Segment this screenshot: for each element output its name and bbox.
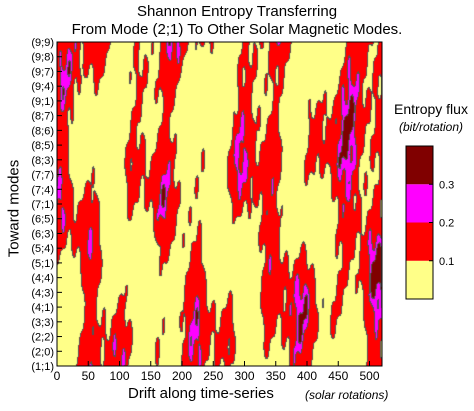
x-tick-label: 300	[234, 369, 254, 383]
legend-swatch	[406, 184, 433, 223]
x-tick-label: 450	[328, 369, 348, 383]
legend-swatch	[406, 260, 433, 299]
legend-title: Entropy flux	[394, 101, 468, 117]
x-axis-unit: (solar rotations)	[305, 388, 389, 402]
y-tick-label: (5;4)	[31, 243, 54, 255]
y-tick-label: (6;3)	[31, 228, 54, 240]
x-tick-label: 200	[172, 369, 192, 383]
y-tick-label: (2;2)	[31, 332, 54, 344]
y-tick-label: (7;4)	[31, 184, 54, 196]
y-tick-label: (5;1)	[31, 258, 54, 270]
y-tick-label: (6;5)	[31, 214, 54, 226]
y-tick-label: (4;1)	[31, 302, 54, 314]
x-tick-label: 400	[297, 369, 317, 383]
legend-tick-label: 0.1	[439, 256, 454, 268]
legend-swatch	[406, 146, 433, 185]
y-tick-label: (8;3)	[31, 155, 54, 167]
y-tick-label: (9;4)	[31, 81, 54, 93]
y-tick-label: (8;6)	[31, 125, 54, 137]
legend-unit: (bit/rotation)	[398, 120, 464, 134]
heatmap-raster	[57, 42, 382, 366]
y-tick-label: (8;5)	[31, 140, 54, 152]
y-tick-label: (9;8)	[31, 52, 54, 64]
y-tick-label: (8;7)	[31, 111, 54, 123]
chart-title-line2: From Mode (2;1) To Other Solar Magnetic …	[71, 21, 403, 38]
x-tick-label: 50	[82, 369, 96, 383]
y-tick-label: (4;4)	[31, 273, 54, 285]
x-tick-label: 500	[359, 369, 379, 383]
y-tick-label: (3;3)	[31, 317, 54, 329]
y-tick-label: (7;1)	[31, 199, 54, 211]
legend: 0.1 0.2 0.3	[405, 145, 454, 300]
x-tick-label: 350	[266, 369, 286, 383]
legend-tick-label: 0.3	[439, 179, 454, 191]
legend-swatch	[406, 222, 433, 261]
x-tick-label: 0	[54, 369, 61, 383]
y-tick-label: (2;0)	[31, 346, 54, 358]
legend-tick-label: 0.2	[439, 218, 454, 230]
x-tick-label: 150	[141, 369, 161, 383]
y-tick-label: (9;7)	[31, 66, 54, 78]
y-tick-label: (9;1)	[31, 96, 54, 108]
x-tick-label: 100	[109, 369, 129, 383]
y-tick-label: (9;9)	[31, 37, 54, 49]
plot-area	[57, 42, 382, 366]
x-tick-label: 250	[203, 369, 223, 383]
y-tick-label: (7;7)	[31, 170, 54, 182]
axes: 0 50 100 150 200 250 300 350 400 450 500 (1;1) (2;0)…	[31, 37, 383, 383]
y-axis-label: Toward modes	[5, 159, 23, 258]
chart-title-line1: Shannon Entropy Transferring	[136, 3, 338, 20]
y-tick-label: (1;1)	[31, 361, 54, 373]
x-axis-label: Drift along time-series	[128, 385, 274, 402]
y-tick-label: (4;3)	[31, 287, 54, 299]
